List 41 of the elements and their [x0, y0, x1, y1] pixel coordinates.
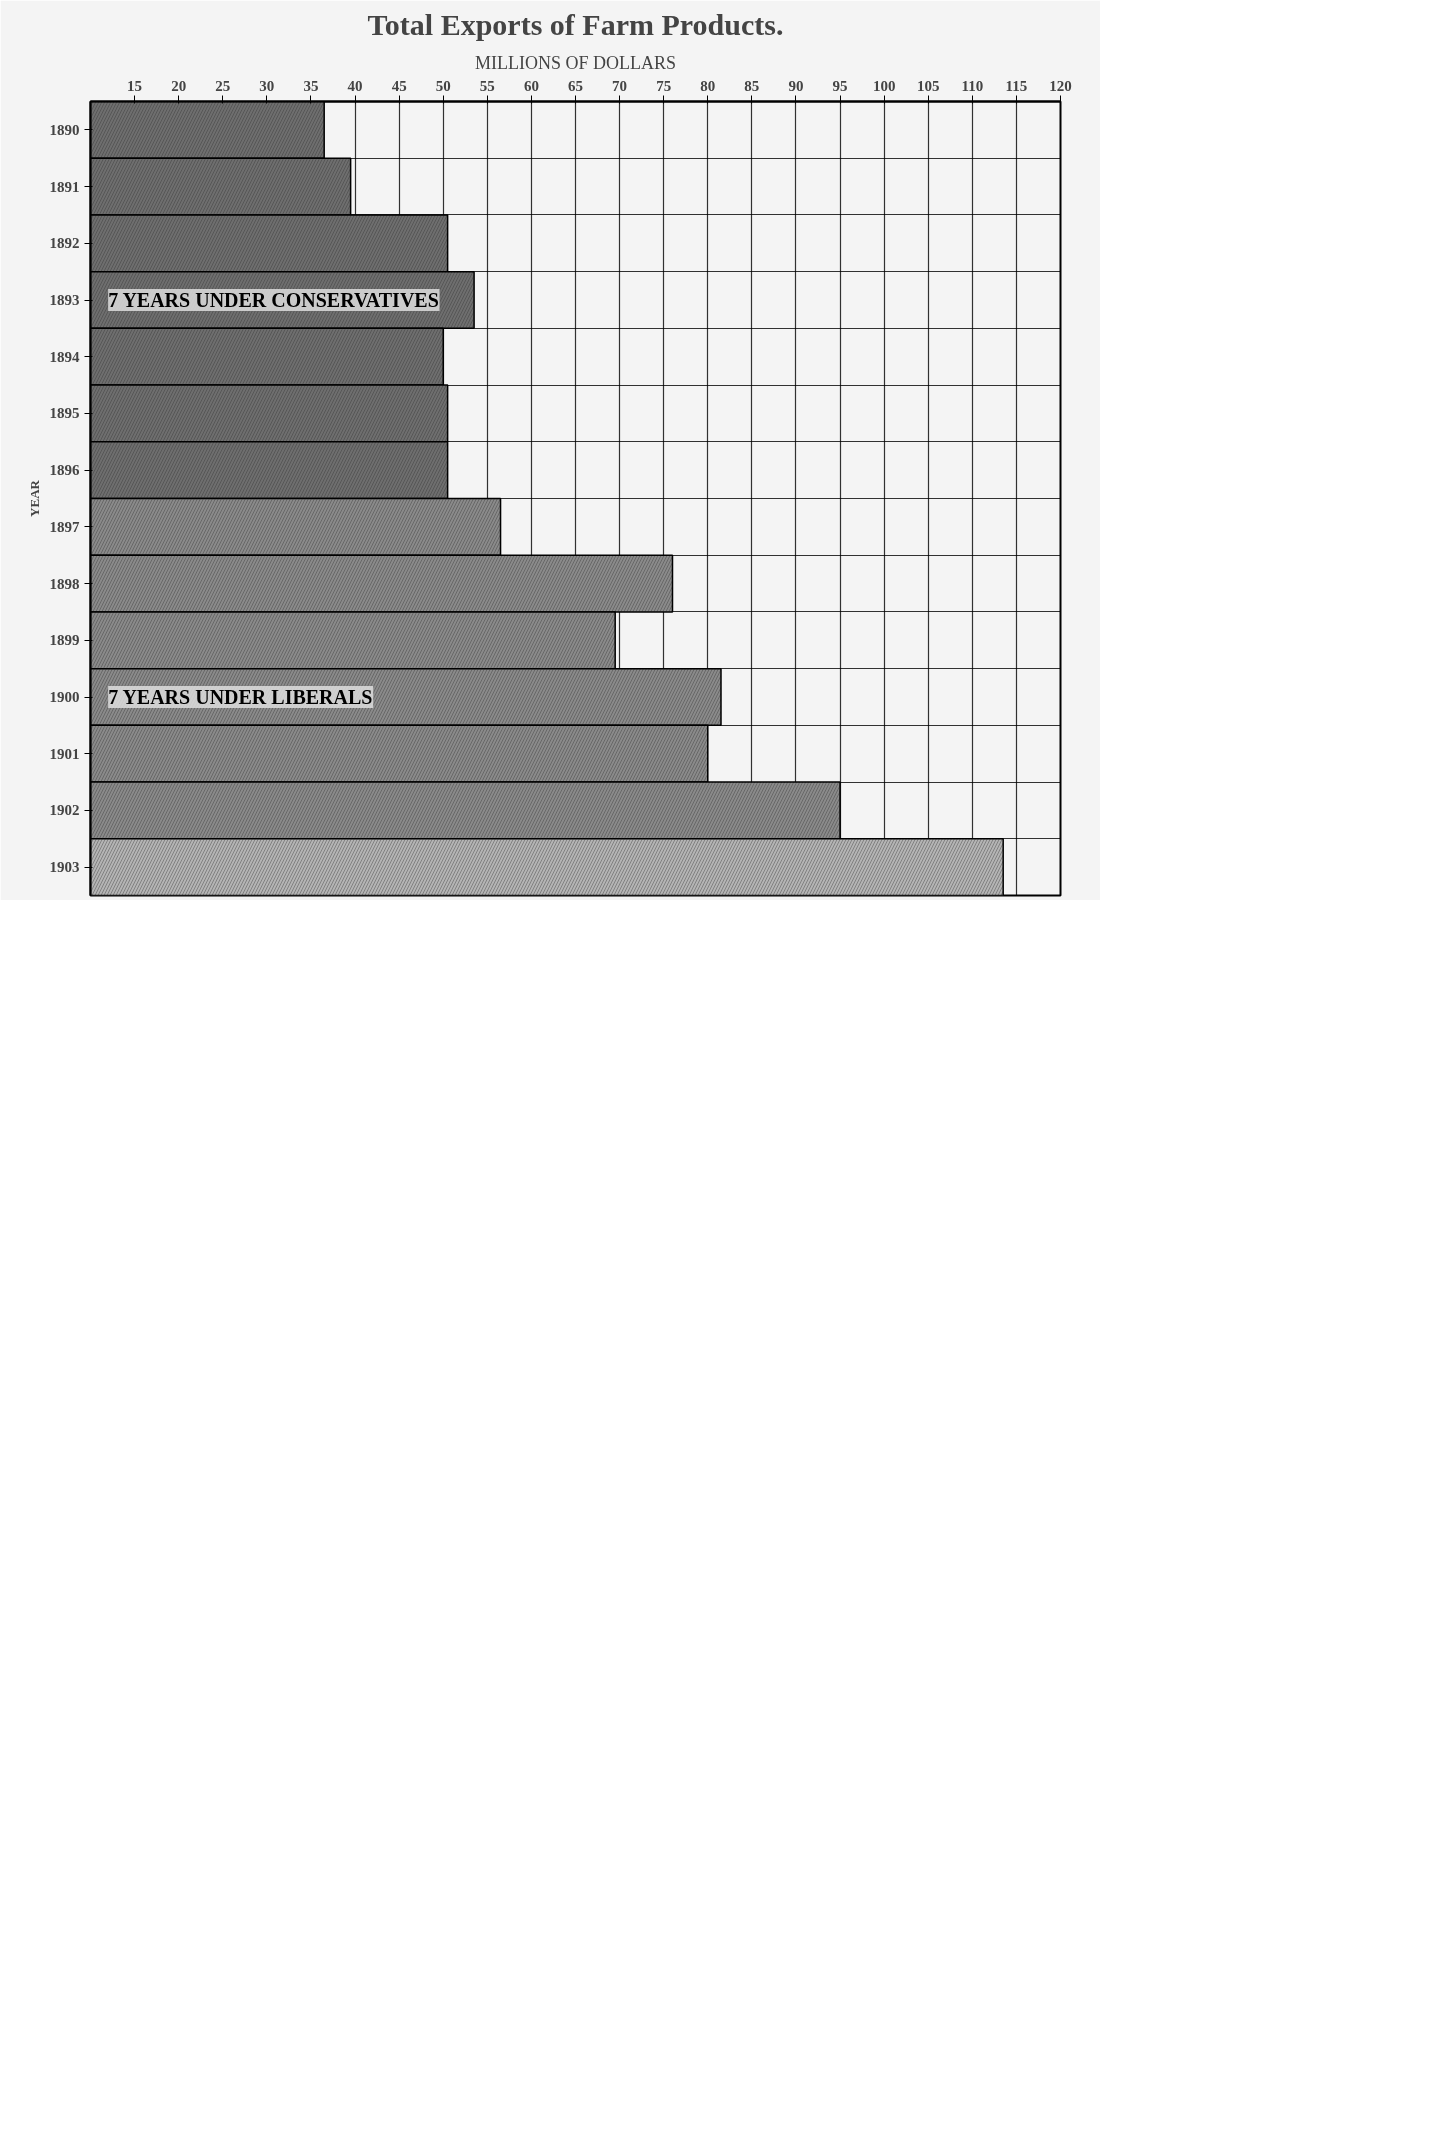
x-tick-label: 80 [700, 77, 716, 94]
y-tick-label: 1898 [49, 575, 80, 592]
y-tick-label: 1900 [49, 689, 80, 705]
x-tick-label: 90 [788, 77, 804, 94]
annotation: 7 YEARS UNDER CONSERVATIVES [108, 289, 439, 311]
y-tick-label: 1893 [49, 292, 80, 308]
y-tick-label: 1901 [49, 745, 80, 762]
x-tick-label: 35 [303, 77, 319, 94]
x-tick-label: 70 [612, 77, 628, 94]
x-tick-label: 50 [435, 77, 451, 94]
x-tick-label: 85 [744, 77, 760, 94]
y-tick-label: 1896 [49, 462, 80, 479]
x-tick-label: 115 [1005, 77, 1028, 94]
y-tick-label: 1892 [49, 235, 80, 252]
x-tick-label: 55 [479, 77, 495, 94]
y-tick-label: 1894 [49, 348, 80, 365]
y-tick-label: 1895 [49, 405, 80, 422]
y-tick-label: 1899 [49, 632, 80, 649]
x-tick-label: 65 [568, 77, 583, 94]
x-tick-label: 60 [523, 77, 539, 94]
y-tick-label: 1897 [49, 518, 80, 535]
chart-subtitle: MILLIONS OF DOLLARS [475, 52, 677, 73]
x-tick-label: 25 [215, 77, 231, 94]
y-tick-label: 1902 [49, 802, 80, 819]
x-tick-label: 110 [961, 77, 984, 94]
x-tick-label: 105 [916, 77, 940, 94]
x-tick-label: 15 [127, 77, 143, 94]
y-axis-title: YEAR [26, 479, 42, 517]
x-tick-label: 40 [347, 77, 363, 94]
y-tick-label: 1903 [49, 859, 80, 876]
x-tick-label: 45 [391, 77, 407, 94]
x-tick-label: 30 [259, 77, 275, 94]
x-tick-label: 120 [1049, 77, 1072, 94]
x-tick-label: 75 [656, 77, 672, 94]
y-tick-label: 1891 [49, 178, 80, 195]
annotation: 7 YEARS UNDER LIBERALS [108, 686, 373, 708]
chart-title: Total Exports of Farm Products. [367, 7, 784, 41]
y-tick-label: 1890 [49, 121, 80, 138]
x-tick-label: 95 [832, 77, 848, 94]
x-tick-label: 20 [171, 77, 187, 94]
x-tick-label: 100 [872, 77, 896, 94]
